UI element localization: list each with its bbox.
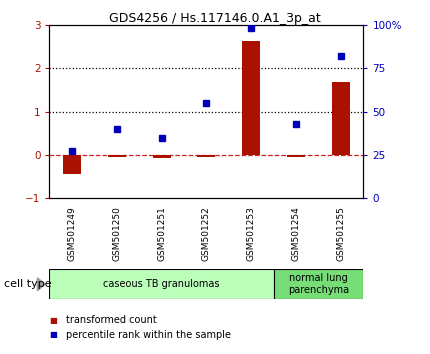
Bar (108, 155, 126, 157)
Text: transformed count: transformed count (66, 315, 157, 325)
Bar (63, 155, 81, 175)
Bar (287, 155, 305, 157)
Bar (332, 82, 350, 155)
Text: percentile rank within the sample: percentile rank within the sample (66, 330, 231, 339)
Text: caseous TB granulomas: caseous TB granulomas (103, 279, 220, 289)
Bar (242, 41, 260, 155)
Bar (49, 269, 273, 299)
Text: cell type: cell type (4, 279, 52, 289)
Text: normal lung
parenchyma: normal lung parenchyma (288, 273, 349, 295)
Bar (273, 269, 363, 299)
Text: GDS4256 / Hs.117146.0.A1_3p_at: GDS4256 / Hs.117146.0.A1_3p_at (109, 12, 321, 25)
Text: ■: ■ (49, 330, 57, 339)
Bar (153, 155, 171, 158)
Polygon shape (37, 278, 45, 291)
Bar (197, 155, 215, 157)
Text: ■: ■ (49, 316, 57, 325)
